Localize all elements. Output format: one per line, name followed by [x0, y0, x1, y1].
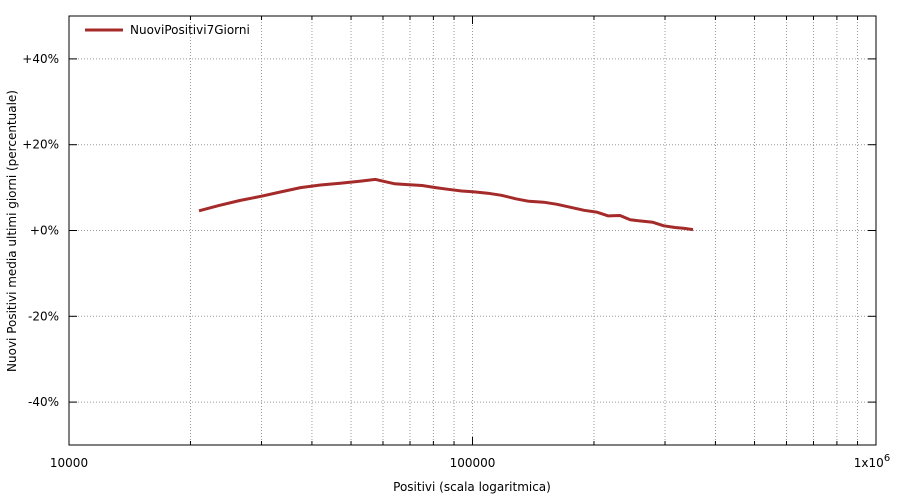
y-tick-label: -20%	[28, 309, 59, 323]
y-axis-title: Nuovi Positivi media ultimi giorni (perc…	[5, 90, 19, 372]
series-line	[198, 177, 694, 232]
x-tick-exponent: 6	[884, 453, 890, 464]
y-tick-label: +40%	[22, 52, 59, 66]
grid	[69, 16, 876, 445]
y-tick-label: +20%	[22, 138, 59, 152]
series-layer	[198, 177, 694, 232]
legend: NuoviPositivi7Giorni	[85, 23, 250, 37]
x-tick-label: 100000	[450, 456, 496, 470]
legend-label: NuoviPositivi7Giorni	[130, 23, 250, 37]
x-axis-title: Positivi (scala logaritmica)	[393, 480, 551, 494]
x-tick-label: 1x106	[854, 453, 890, 470]
y-axis-ticks: +40% +20% +0% -20% -40%	[22, 52, 876, 409]
x-axis-ticks: 10000 100000 1x106	[50, 16, 890, 470]
y-tick-label: +0%	[30, 224, 59, 238]
y-tick-label: -40%	[28, 395, 59, 409]
x-tick-label: 10000	[50, 456, 88, 470]
